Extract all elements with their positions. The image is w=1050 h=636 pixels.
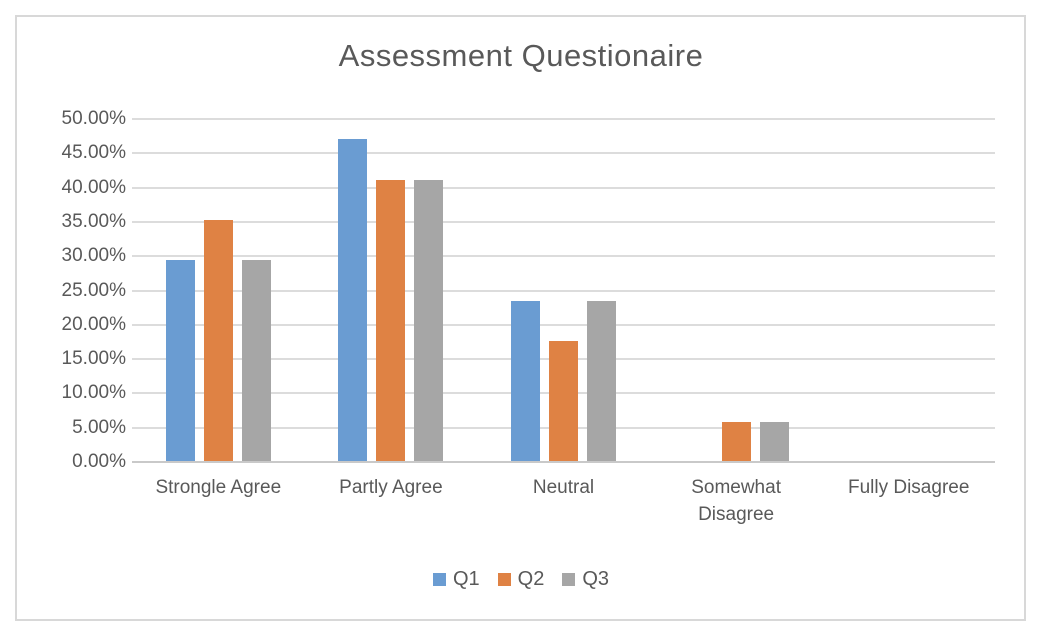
x-axis: Strongle Agree Partly Agree Neutral Somewha… (132, 474, 995, 534)
y-tick-label: 30.00% (61, 245, 126, 267)
legend-swatch-icon (562, 573, 576, 586)
x-axis-line (132, 461, 995, 463)
chart-title: Assessment Questionaire (338, 38, 704, 73)
bar-q3-4 (759, 421, 789, 462)
grid-line (132, 255, 995, 258)
bar-q3-1 (241, 260, 271, 462)
legend-swatch-icon (432, 573, 446, 586)
y-tick-label: 15.00% (61, 348, 126, 370)
x-tick-label: Fully Disagree (847, 477, 970, 498)
grid-line (132, 289, 995, 292)
bar-q1-1 (165, 260, 195, 462)
bar-q3-2 (414, 179, 444, 462)
grid-line (132, 152, 995, 155)
y-tick-label: 25.00% (61, 279, 126, 301)
y-tick-label: 20.00% (61, 313, 126, 335)
x-tick-label: Neutral (532, 477, 595, 498)
y-tick-label: 45.00% (61, 142, 126, 164)
y-tick-label: 10.00% (61, 382, 126, 404)
y-axis: 0.00% 5.00% 10.00% 15.00% 20.00% 25.00% 30.00%… (20, 108, 126, 472)
legend-label: Q3 (582, 568, 610, 590)
y-tick-label: 5.00% (72, 416, 126, 438)
bar-q1-3 (511, 300, 540, 462)
legend-label: Q2 (517, 568, 545, 590)
legend: Q1 Q2 Q3 (16, 568, 1026, 591)
x-tick-label: Strongle Agree (155, 477, 282, 498)
bar-q2-1 (203, 219, 233, 462)
legend-item-q2: Q2 (497, 568, 545, 591)
bar-q2-2 (376, 179, 406, 462)
legend-item-q3: Q3 (562, 568, 609, 591)
x-tick-label: Partly Agree (339, 477, 443, 498)
legend-item-q1: Q1 (432, 568, 480, 591)
grid-line (132, 220, 995, 223)
bar-q3-3 (587, 300, 616, 462)
plot-area (132, 118, 995, 463)
y-tick-label: 40.00% (61, 176, 126, 198)
bar-q2-4 (721, 421, 751, 462)
grid-line (132, 118, 995, 120)
grid-line (132, 323, 995, 326)
x-tick-label: Somewhat Disagree (691, 477, 781, 525)
bar-q2-3 (549, 340, 578, 462)
legend-label: Q1 (452, 568, 480, 590)
y-tick-label: 35.00% (61, 210, 126, 232)
grid-line (132, 186, 995, 189)
legend-swatch-icon (497, 573, 511, 586)
y-tick-label: 50.00% (61, 108, 126, 129)
bar-q1-2 (338, 139, 368, 462)
y-tick-label: 0.00% (72, 451, 126, 472)
